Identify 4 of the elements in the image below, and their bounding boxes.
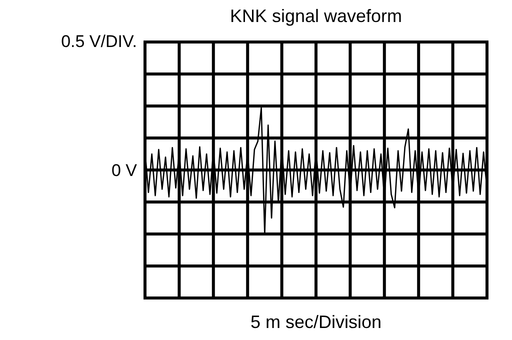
chart-title: KNK signal waveform [230, 6, 402, 26]
y-axis-title: 0.5 V/DIV. [61, 32, 137, 51]
x-axis-title: 5 m sec/Division [250, 312, 382, 332]
text: 0 V [111, 160, 138, 180]
